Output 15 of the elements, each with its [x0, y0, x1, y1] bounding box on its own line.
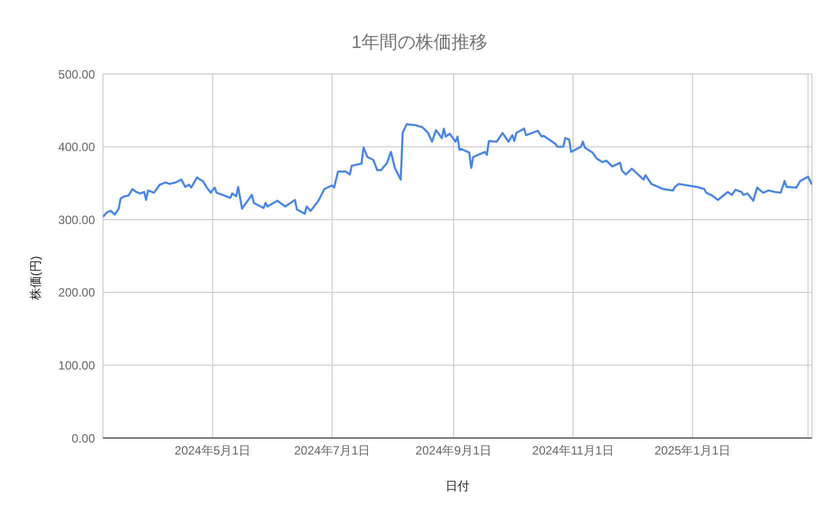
x-tick-label: 2024年9月1日: [416, 444, 492, 458]
x-tick-label: 2024年11月1日: [532, 444, 614, 458]
x-tick-label: 2024年7月1日: [294, 444, 370, 458]
y-tick-label: 500.00: [58, 67, 96, 82]
chart-title: 1年間の株価推移: [350, 31, 488, 54]
x-tick-label: 2024年5月1日: [174, 444, 251, 458]
x-tick-label: 2025年1月1日: [654, 444, 731, 458]
y-tick-label: 200.00: [58, 286, 96, 300]
line-series: [103, 123, 812, 218]
y-axis-title: 株価(円): [28, 256, 44, 300]
y-tick-label: 0.00: [72, 431, 96, 446]
x-axis-title: 日付: [444, 478, 470, 495]
y-tick-label: 100.00: [58, 358, 96, 372]
y-tick-label: 300.00: [58, 212, 96, 227]
y-tick-label: 400.00: [58, 140, 96, 154]
